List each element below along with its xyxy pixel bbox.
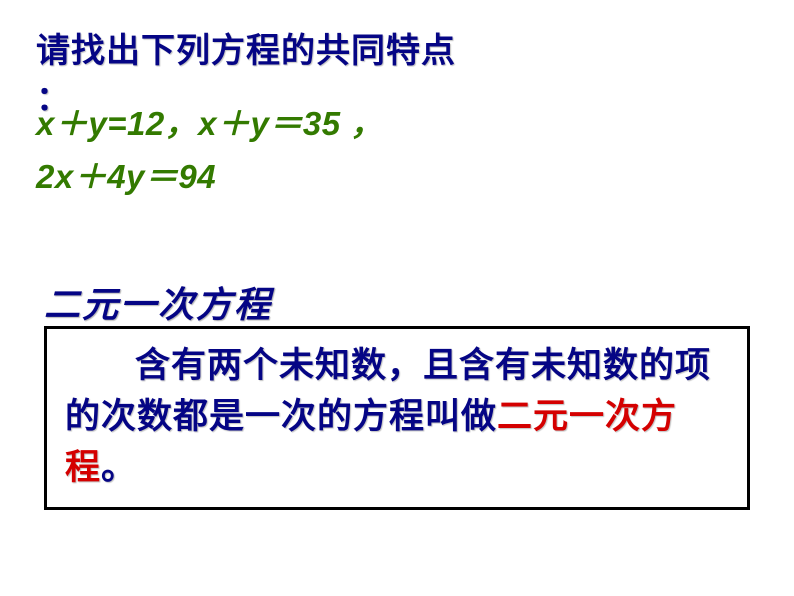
equations-block: x＋y=12，x＋y＝35 ， 2x＋4y＝94 (36, 98, 384, 204)
equation-line-1: x＋y=12，x＋y＝35 ， (36, 105, 384, 142)
definition-box: 含有两个未知数，且含有未知数的项的次数都是一次的方程叫做二元一次方程。 (44, 326, 750, 510)
heading-line-1: 请找出下列方程的共同特点 (36, 32, 456, 70)
term-title: 二元一次方程 (44, 276, 272, 328)
definition-suffix: 。 (101, 448, 137, 487)
definition-text: 含有两个未知数，且含有未知数的项的次数都是一次的方程叫做二元一次方程。 (65, 341, 729, 493)
equation-line-2: 2x＋4y＝94 (36, 158, 216, 195)
